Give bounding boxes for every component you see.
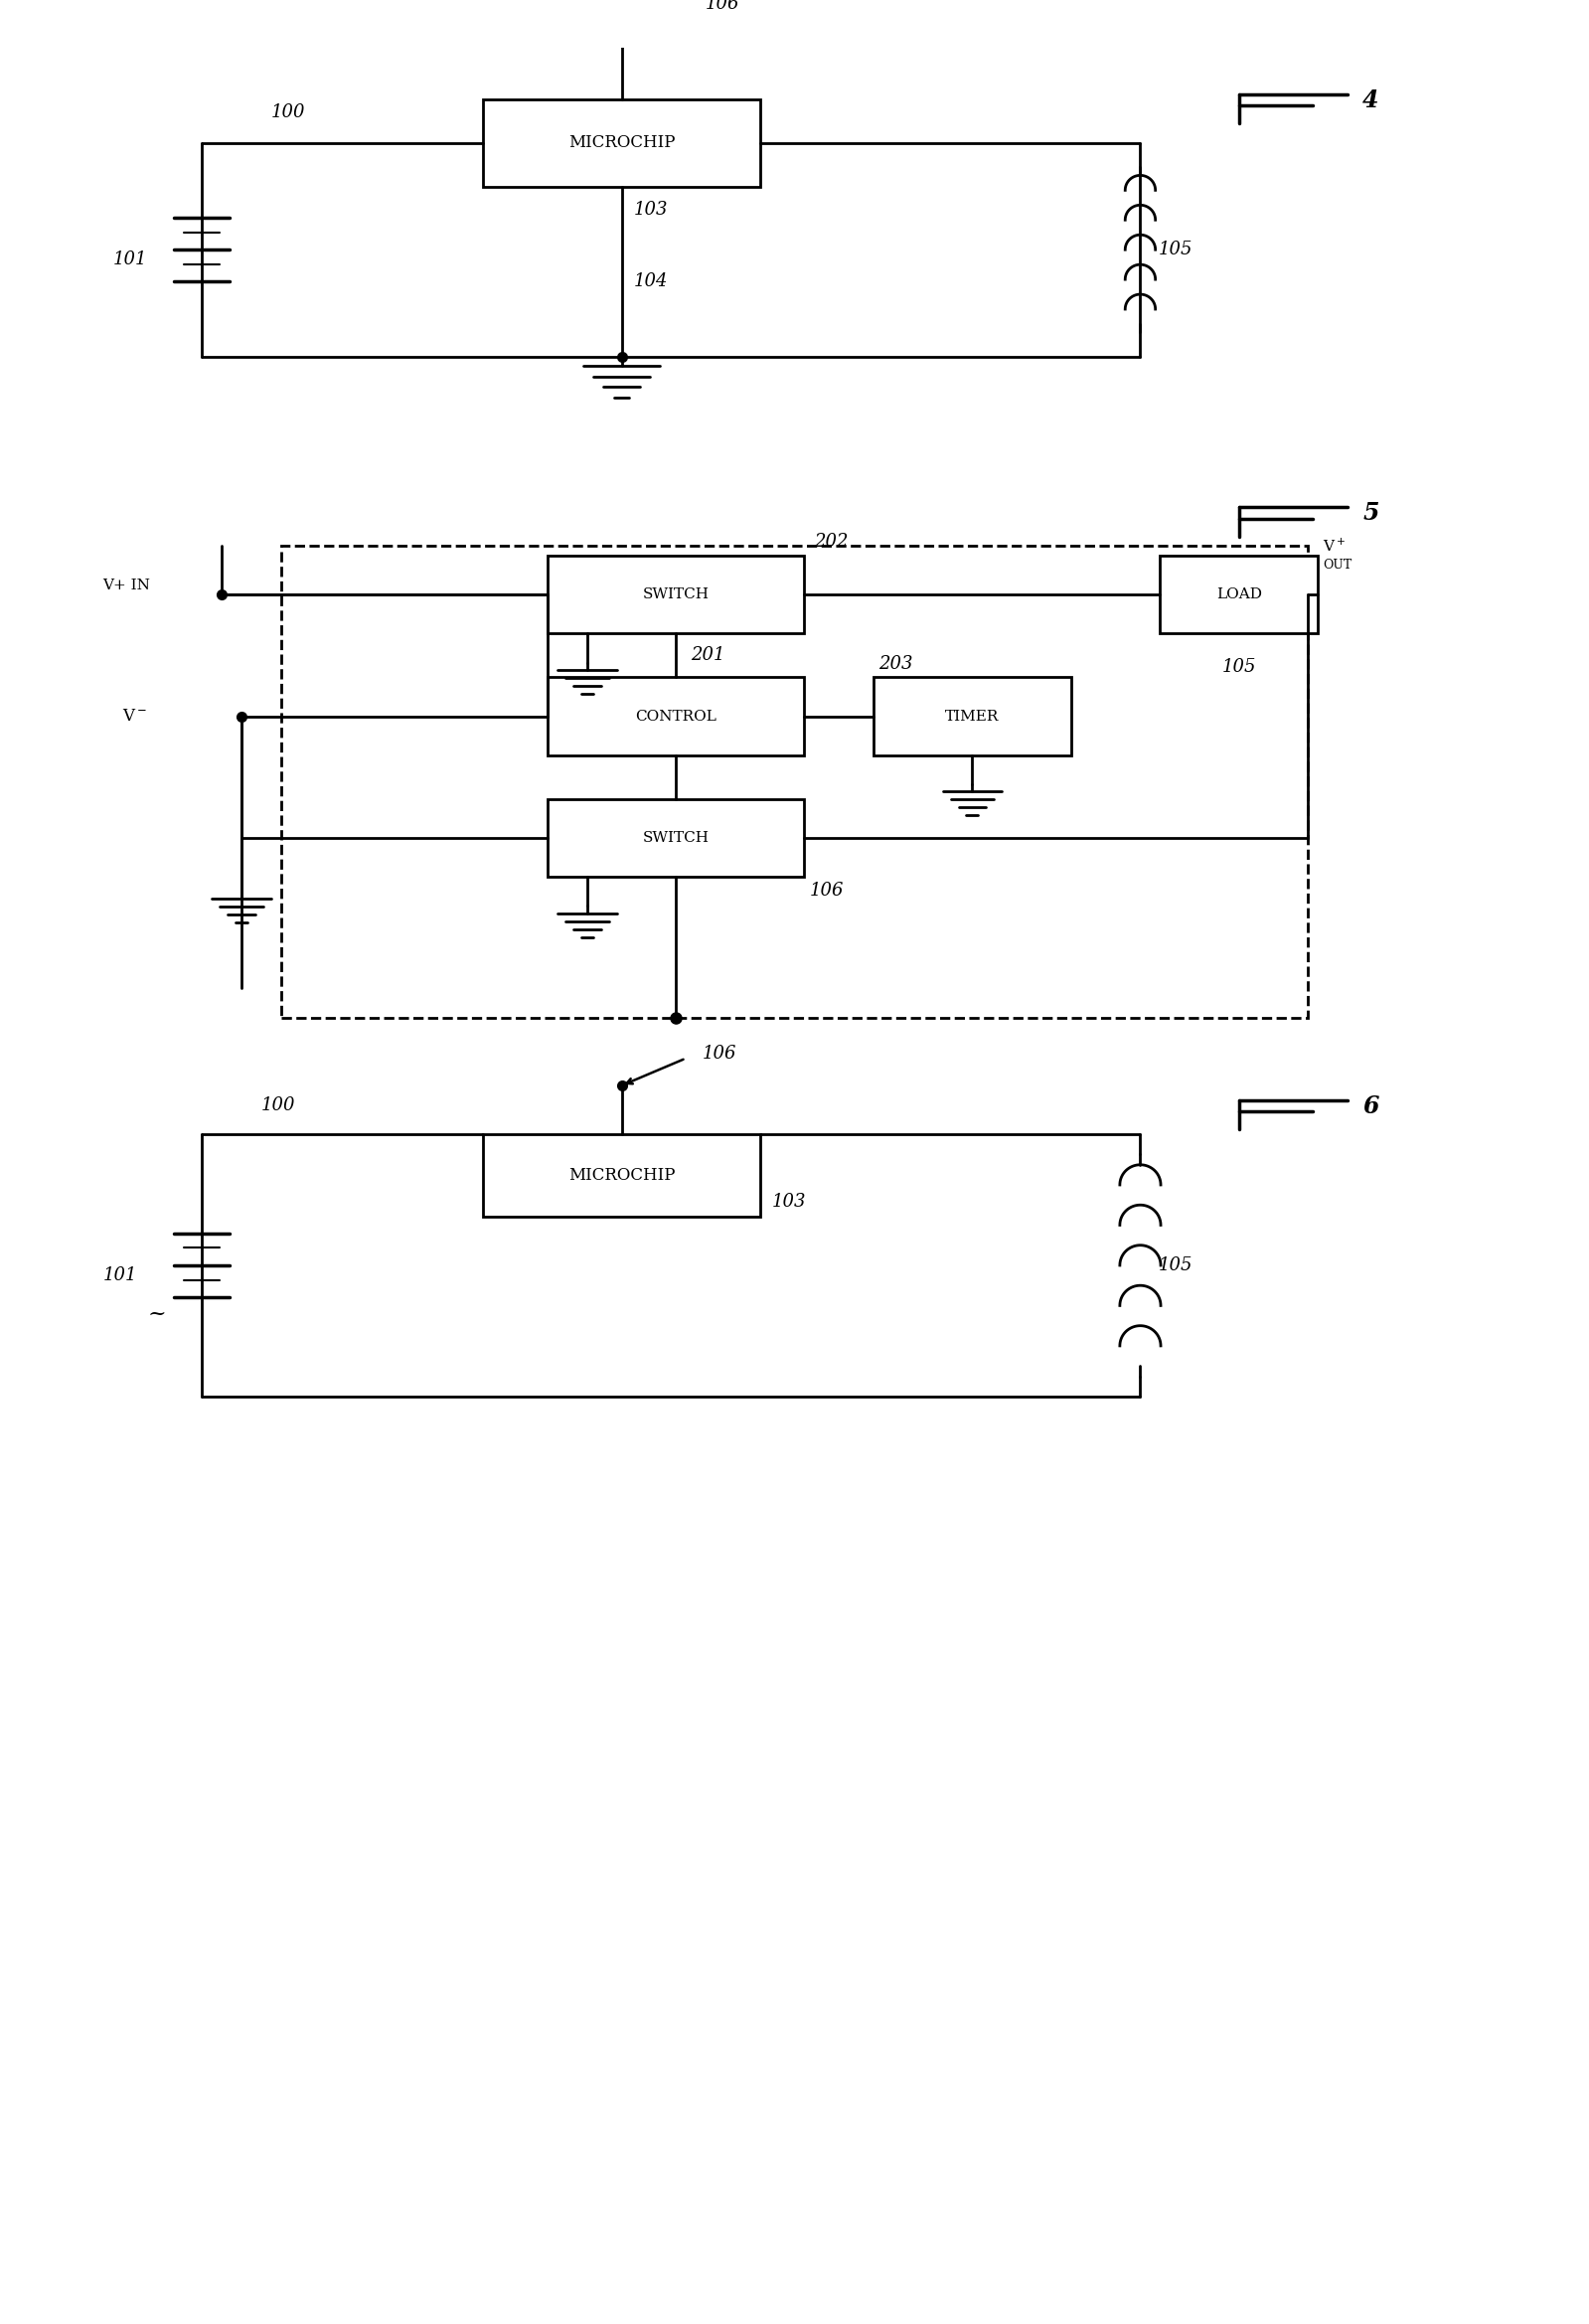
- Text: 201: 201: [691, 646, 725, 665]
- Text: V$^+$: V$^+$: [1324, 537, 1346, 555]
- Text: TIMER: TIMER: [945, 709, 999, 723]
- Bar: [874, 676, 1071, 755]
- Text: 100: 100: [261, 1097, 296, 1116]
- Bar: [483, 1134, 760, 1218]
- Bar: [548, 676, 804, 755]
- Text: 103: 103: [634, 202, 667, 218]
- Text: MICROCHIP: MICROCHIP: [569, 135, 675, 151]
- Text: V+ IN: V+ IN: [103, 579, 151, 593]
- Text: 105: 105: [1222, 658, 1257, 676]
- Text: ~: ~: [148, 1304, 167, 1325]
- Text: V$^-$: V$^-$: [122, 709, 148, 725]
- Bar: [1160, 555, 1319, 634]
- Text: 106: 106: [809, 881, 844, 899]
- Text: 101: 101: [103, 1267, 138, 1283]
- Text: SWITCH: SWITCH: [642, 588, 709, 602]
- Bar: [548, 799, 804, 876]
- Text: LOAD: LOAD: [1216, 588, 1262, 602]
- Text: 100: 100: [270, 105, 305, 121]
- Bar: [548, 555, 804, 634]
- Text: 202: 202: [814, 532, 849, 551]
- Text: 106: 106: [706, 0, 740, 12]
- Text: 5: 5: [1363, 502, 1379, 525]
- Text: 105: 105: [1158, 1257, 1192, 1274]
- Text: 203: 203: [879, 655, 912, 672]
- Text: 106: 106: [702, 1043, 737, 1062]
- Text: MICROCHIP: MICROCHIP: [569, 1167, 675, 1183]
- Text: 105: 105: [1158, 242, 1192, 258]
- Text: 104: 104: [634, 272, 667, 290]
- Text: OUT: OUT: [1324, 560, 1352, 572]
- Text: 103: 103: [772, 1192, 806, 1211]
- Text: 101: 101: [113, 251, 148, 267]
- Bar: [483, 100, 760, 186]
- Text: 4: 4: [1363, 88, 1379, 112]
- Text: SWITCH: SWITCH: [642, 830, 709, 844]
- Text: 6: 6: [1363, 1095, 1379, 1118]
- Text: CONTROL: CONTROL: [636, 709, 717, 723]
